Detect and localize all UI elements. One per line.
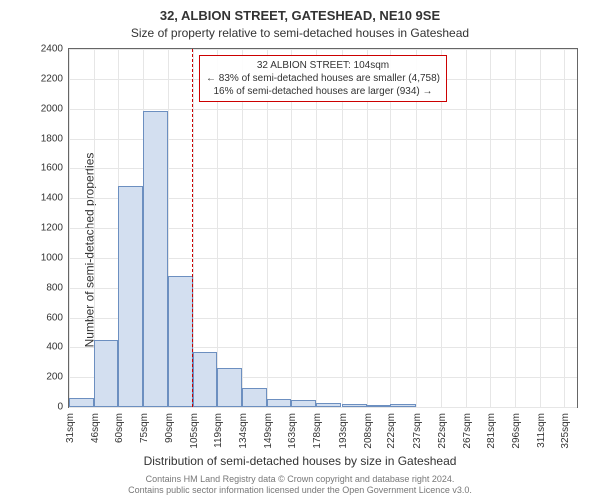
chart-subtitle: Size of property relative to semi-detach…: [0, 26, 600, 40]
histogram-bar: [69, 398, 94, 407]
gridline-v: [515, 49, 516, 407]
x-tick-label: 237sqm: [412, 413, 423, 449]
x-tick-label: 75sqm: [139, 413, 150, 443]
histogram-bar: [291, 400, 316, 407]
histogram-bar: [118, 186, 143, 407]
x-tick-label: 46sqm: [90, 413, 101, 443]
gridline-v: [69, 49, 70, 407]
y-tick-label: 2000: [41, 103, 63, 114]
y-tick-label: 1800: [41, 133, 63, 144]
gridline-v: [342, 49, 343, 407]
histogram-bar: [267, 399, 291, 407]
x-tick-label: 208sqm: [363, 413, 374, 449]
y-tick-label: 1400: [41, 193, 63, 204]
x-tick-label: 90sqm: [164, 413, 175, 443]
reference-line: [192, 49, 193, 407]
y-tick-label: 2400: [41, 44, 63, 55]
chart-title: 32, ALBION STREET, GATESHEAD, NE10 9SE: [0, 8, 600, 23]
x-tick-label: 222sqm: [386, 413, 397, 449]
y-tick-label: 200: [46, 372, 63, 383]
y-tick-label: 1200: [41, 223, 63, 234]
chart-container: 32, ALBION STREET, GATESHEAD, NE10 9SE S…: [0, 0, 600, 500]
histogram-bar: [242, 388, 267, 407]
x-tick-label: 163sqm: [287, 413, 298, 449]
x-tick-label: 105sqm: [189, 413, 200, 449]
x-tick-label: 281sqm: [486, 413, 497, 449]
y-tick-label: 600: [46, 312, 63, 323]
gridline-v: [490, 49, 491, 407]
gridline-v: [416, 49, 417, 407]
x-tick-label: 267sqm: [462, 413, 473, 449]
y-tick-label: 0: [57, 402, 63, 413]
gridline-h: [69, 407, 577, 408]
gridline-v: [540, 49, 541, 407]
annotation-box: 32 ALBION STREET: 104sqm ← 83% of semi-d…: [199, 55, 447, 102]
histogram-bar: [217, 368, 242, 407]
x-tick-label: 178sqm: [312, 413, 323, 449]
gridline-v: [242, 49, 243, 407]
x-axis-label: Distribution of semi-detached houses by …: [0, 454, 600, 468]
y-tick-label: 1000: [41, 252, 63, 263]
gridline-v: [390, 49, 391, 407]
gridline-v: [564, 49, 565, 407]
x-tick-label: 119sqm: [213, 413, 224, 448]
gridline-v: [291, 49, 292, 407]
gridline-v: [441, 49, 442, 407]
histogram-bar: [193, 352, 217, 407]
annotation-line: ← 83% of semi-detached houses are smalle…: [206, 72, 440, 85]
x-tick-label: 134sqm: [238, 413, 249, 449]
x-tick-label: 31sqm: [65, 413, 76, 443]
x-tick-label: 60sqm: [114, 413, 125, 443]
x-tick-label: 325sqm: [560, 413, 571, 449]
gridline-v: [267, 49, 268, 407]
y-tick-label: 2200: [41, 73, 63, 84]
gridline-v: [466, 49, 467, 407]
x-tick-label: 149sqm: [263, 413, 274, 449]
histogram-bar: [143, 111, 168, 407]
gridline-v: [217, 49, 218, 407]
histogram-bar: [168, 276, 193, 407]
footer-line: Contains HM Land Registry data © Crown c…: [0, 474, 600, 485]
y-tick-label: 1600: [41, 163, 63, 174]
annotation-line: 16% of semi-detached houses are larger (…: [206, 85, 440, 98]
gridline-h: [69, 49, 577, 50]
gridline-h: [69, 109, 577, 110]
x-tick-label: 311sqm: [536, 413, 547, 448]
histogram-bar: [94, 340, 118, 407]
y-tick-label: 400: [46, 342, 63, 353]
gridline-v: [367, 49, 368, 407]
histogram-bar: [367, 405, 391, 407]
x-tick-label: 193sqm: [338, 413, 349, 449]
plot-area: 0200400600800100012001400160018002000220…: [68, 48, 578, 408]
histogram-bar: [342, 404, 367, 407]
y-tick-label: 800: [46, 282, 63, 293]
footer-line: Contains public sector information licen…: [0, 485, 600, 496]
x-tick-label: 296sqm: [511, 413, 522, 449]
histogram-bar: [390, 404, 415, 407]
x-tick-label: 252sqm: [437, 413, 448, 449]
footer: Contains HM Land Registry data © Crown c…: [0, 474, 600, 497]
gridline-v: [316, 49, 317, 407]
histogram-bar: [316, 403, 341, 407]
annotation-line: 32 ALBION STREET: 104sqm: [206, 59, 440, 72]
